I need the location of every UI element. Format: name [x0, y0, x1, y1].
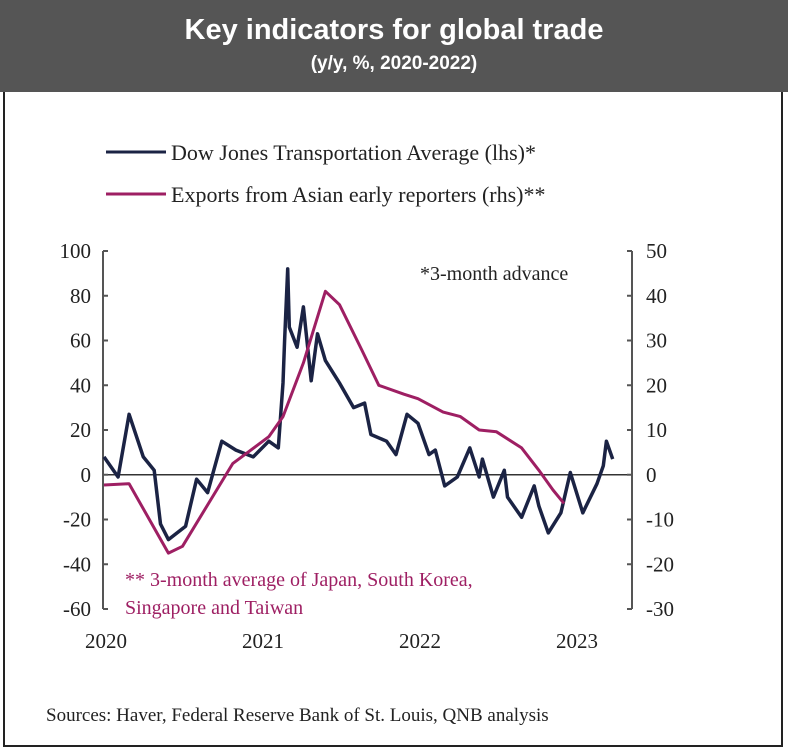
left-tick-label: 40 [70, 373, 91, 397]
right-tick-label: 10 [646, 418, 667, 442]
annotation-average-2: Singapore and Taiwan [125, 597, 303, 619]
x-tick-label: 2023 [556, 629, 598, 653]
chart-frame [3, 92, 783, 747]
left-tick-label: 100 [60, 239, 92, 263]
right-tick-label: -30 [646, 597, 674, 621]
legend-label-exports: Exports from Asian early reporters (rhs)… [171, 182, 546, 207]
x-tick-label: 2022 [399, 629, 441, 653]
left-tick-label: -60 [63, 597, 91, 621]
x-tick-label: 2020 [85, 629, 127, 653]
sources-note: Sources: Haver, Federal Reserve Bank of … [46, 705, 549, 726]
right-tick-label: 30 [646, 329, 667, 353]
x-tick-label: 2021 [242, 629, 284, 653]
series-line-asian-exports [103, 289, 566, 555]
left-tick-label: 60 [70, 329, 91, 353]
chart-subtitle: (y/y, %, 2020-2022) [310, 53, 478, 74]
left-tick-label: 20 [70, 418, 91, 442]
right-tick-label: -20 [646, 552, 674, 576]
right-tick-label: 50 [646, 239, 667, 263]
header-bar: Key indicators for global trade (y/y, %,… [0, 0, 788, 92]
chart-title: Key indicators for global trade [184, 14, 604, 46]
annotation-average-1: ** 3-month average of Japan, South Korea… [125, 569, 473, 591]
left-tick-label: 0 [81, 463, 92, 487]
right-tick-label: 40 [646, 284, 667, 308]
left-tick-label: 80 [70, 284, 91, 308]
annotation-advance: *3-month advance [420, 263, 568, 285]
series-line-dow-jones [102, 267, 615, 542]
legend-label-dow: Dow Jones Transportation Average (lhs)* [171, 140, 536, 165]
right-tick-label: -10 [646, 508, 674, 532]
left-tick-label: -40 [63, 552, 91, 576]
right-tick-label: 20 [646, 373, 667, 397]
right-tick-label: 0 [646, 463, 657, 487]
left-tick-label: -20 [63, 508, 91, 532]
